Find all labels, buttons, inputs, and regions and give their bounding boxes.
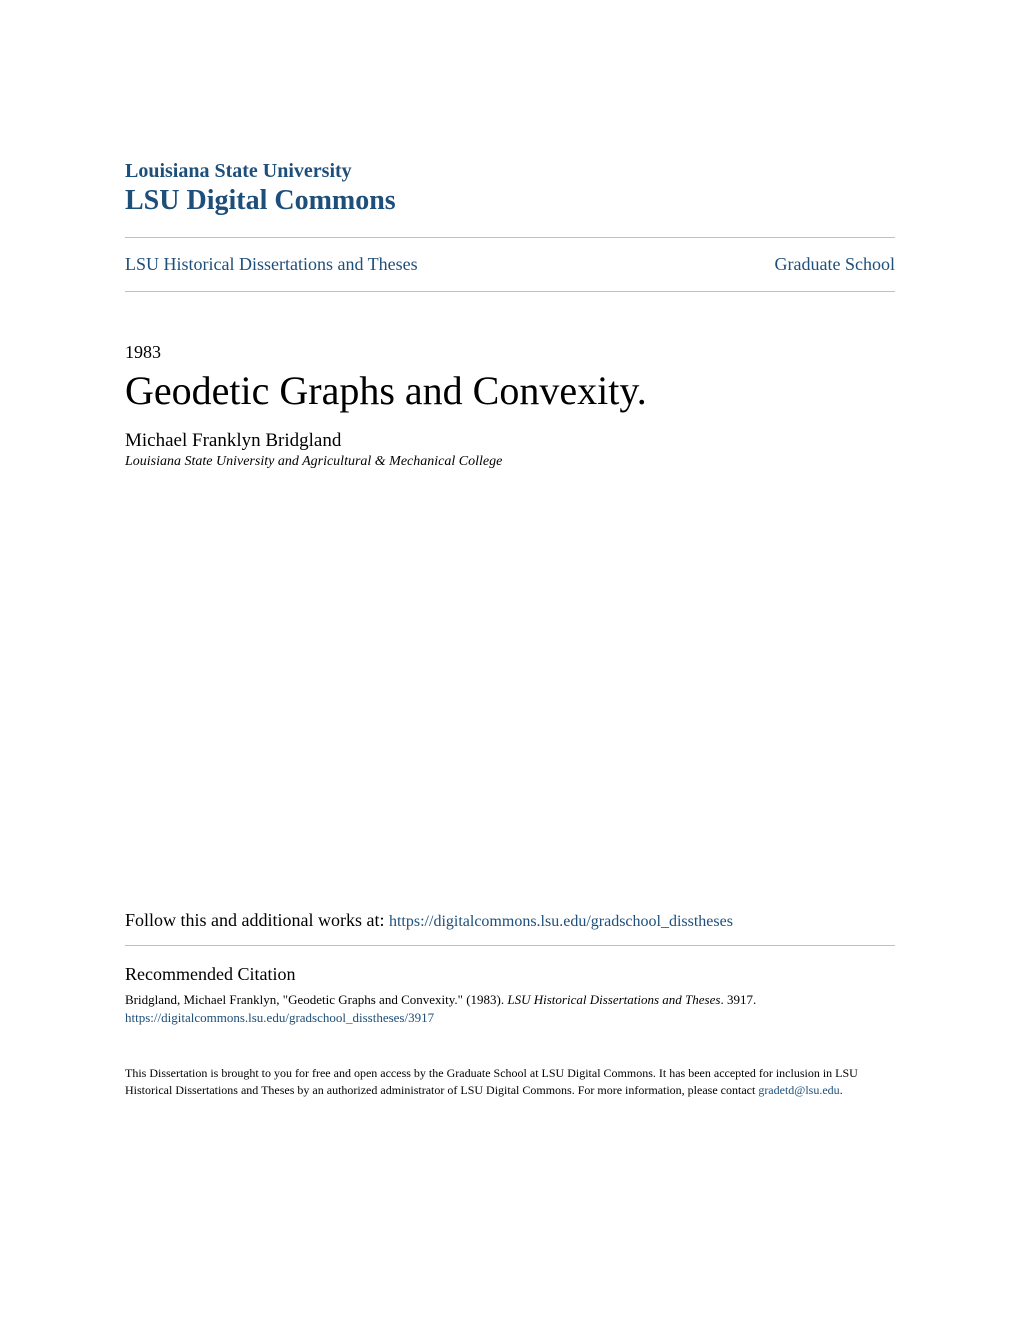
divider-citation [125,945,895,946]
citation-block: Recommended Citation Bridgland, Michael … [125,964,895,1027]
disclaimer-part2: . [840,1083,843,1097]
follow-section: Follow this and additional works at: htt… [125,910,895,931]
follow-url-link[interactable]: https://digitalcommons.lsu.edu/gradschoo… [389,913,733,930]
document-title: Geodetic Graphs and Convexity. [125,367,895,414]
author-affiliation: Louisiana State University and Agricultu… [125,454,895,470]
disclaimer-part1: This Dissertation is brought to you for … [125,1066,858,1097]
collection-link[interactable]: LSU Historical Dissertations and Theses [125,254,418,275]
divider-top [125,237,895,238]
author-name: Michael Franklyn Bridgland [125,430,895,452]
institution-name: Louisiana State University [125,160,895,183]
citation-url-link[interactable]: https://digitalcommons.lsu.edu/gradschoo… [125,1010,434,1025]
citation-number: . 3917. [720,992,756,1007]
citation-author-part: Bridgland, Michael Franklyn, "Geodetic G… [125,992,507,1007]
citation-heading: Recommended Citation [125,964,895,985]
breadcrumb-nav: LSU Historical Dissertations and Theses … [125,244,895,285]
publication-year: 1983 [125,342,895,363]
citation-series: LSU Historical Dissertations and Theses [507,992,720,1007]
disclaimer-text: This Dissertation is brought to you for … [125,1065,895,1099]
divider-bottom [125,291,895,292]
contact-email-link[interactable]: gradetd@lsu.edu [758,1083,839,1097]
citation-text: Bridgland, Michael Franklyn, "Geodetic G… [125,991,895,1009]
repository-name[interactable]: LSU Digital Commons [125,185,895,217]
school-link[interactable]: Graduate School [775,254,895,275]
follow-prefix: Follow this and additional works at: [125,910,389,930]
